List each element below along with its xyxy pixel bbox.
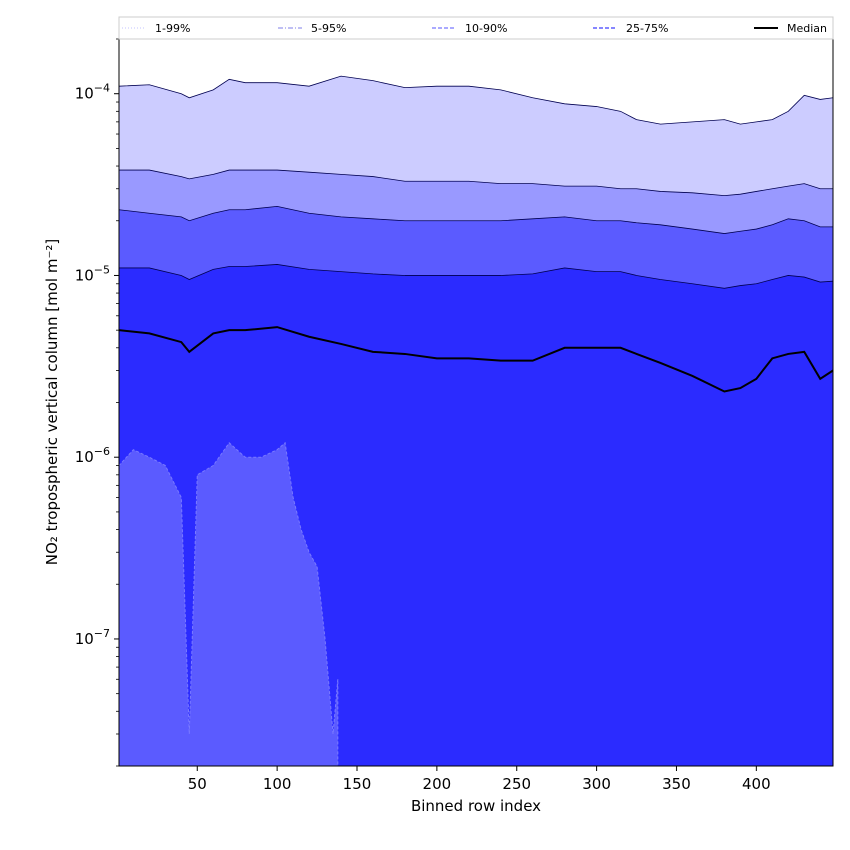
x-axis: 50 100 150 200 250 300 350 400 xyxy=(188,766,771,793)
y-axis-label: NO₂ tropospheric vertical column [mol m⁻… xyxy=(43,239,61,565)
median-line xyxy=(118,326,834,393)
legend-label-2: 5-95% xyxy=(311,22,346,35)
x-tick-label: 100 xyxy=(263,775,292,793)
band-edge-line-3 xyxy=(118,205,833,234)
x-tick-label: 400 xyxy=(742,775,771,793)
y-tick-label: 10−6 xyxy=(75,445,110,466)
legend-label-4: 25-75% xyxy=(626,22,668,35)
y-tick-label: 10−5 xyxy=(75,263,110,284)
band-edge-line-1 xyxy=(118,75,834,125)
band-fills xyxy=(118,76,833,767)
x-tick-label: 300 xyxy=(582,775,611,793)
x-tick-label: 350 xyxy=(662,775,691,793)
legend-label-5: Median xyxy=(787,22,827,35)
legend-label-3: 10-90% xyxy=(465,22,507,35)
legend-frame xyxy=(118,16,834,40)
median-series xyxy=(118,326,834,393)
y-tick-label: 10−7 xyxy=(75,627,110,648)
y-tick-label: 10−4 xyxy=(75,82,110,103)
x-tick-label: 250 xyxy=(502,775,531,793)
y-axis: 10−7 10−6 10−5 10−4 xyxy=(75,38,119,767)
band-edge-lines xyxy=(118,75,834,289)
band-edge-line-4 xyxy=(119,264,834,289)
x-tick-label: 150 xyxy=(343,775,372,793)
x-axis-label: Binned row index xyxy=(411,797,541,815)
legend: 1-99% 5-95% 10-90% 25-75% Median xyxy=(118,16,834,40)
band-edge-line-2 xyxy=(119,169,833,197)
x-tick-label: 200 xyxy=(423,775,452,793)
legend-label-1: 1-99% xyxy=(155,22,190,35)
lower-band-fill xyxy=(118,441,339,767)
x-tick-label: 50 xyxy=(188,775,207,793)
